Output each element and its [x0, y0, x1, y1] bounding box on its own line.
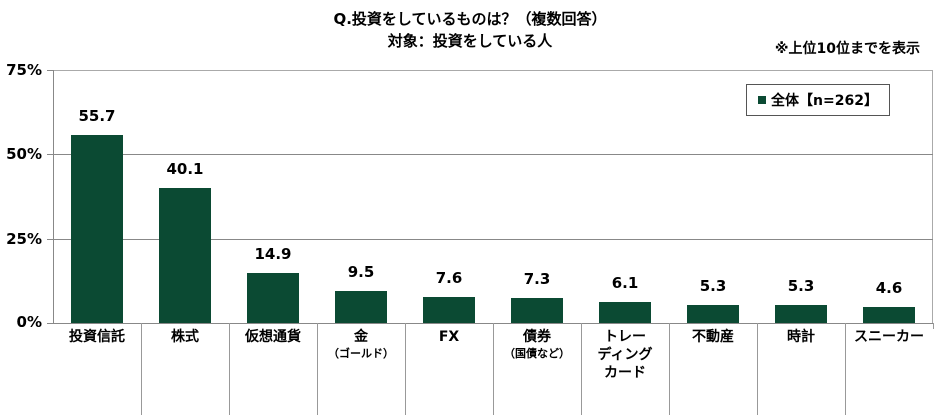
category-label: 投資信託 [53, 328, 141, 346]
bar [511, 298, 563, 323]
bar-value-label: 40.1 [166, 159, 204, 178]
category-separator [405, 323, 406, 415]
y-label-75: 75% [6, 61, 42, 79]
gridline-50 [53, 154, 933, 155]
category-label: 金 （ゴールド） [317, 328, 405, 362]
category-name: 不動産 [692, 329, 734, 345]
bar [775, 305, 827, 323]
bar-value-label: 7.6 [435, 269, 463, 288]
y-label-50: 50% [6, 145, 42, 163]
bar [423, 297, 475, 323]
bar-value-label: 14.9 [254, 244, 292, 263]
y-axis [53, 70, 54, 324]
bar [863, 307, 915, 323]
category-label: FX [405, 328, 493, 346]
bar [335, 290, 387, 323]
chart-title-line1: Q.投資をしているものは？（複数回答） [333, 10, 607, 28]
legend: 全体【n=262】 [746, 84, 890, 116]
category-name: 時計 [787, 329, 815, 345]
category-label: 株式 [141, 328, 229, 346]
category-separator [317, 323, 318, 415]
bar-value-label: 7.3 [523, 270, 551, 289]
y-tick-25 [47, 239, 53, 240]
chart-title-line2: 対象：投資をしている人 [387, 32, 553, 50]
category-separator [933, 323, 934, 329]
category-separator [669, 323, 670, 415]
category-name: スニーカー [854, 329, 924, 345]
top10-note: ※上位10位までを表示 [774, 41, 920, 57]
bar [687, 305, 739, 323]
category-separator [141, 323, 142, 415]
category-separator [845, 323, 846, 415]
bar-value-label: 5.3 [787, 277, 815, 296]
gridline-25 [53, 239, 933, 240]
category-name: 債券 [523, 329, 551, 345]
category-sublabel: （ゴールド） [328, 347, 394, 360]
category-label: トレー ディング カード [581, 328, 669, 382]
category-name: 仮想通貨 [245, 329, 301, 345]
bar-value-label: 9.5 [347, 262, 375, 281]
category-separator [229, 323, 230, 415]
category-label: スニーカー [845, 328, 933, 346]
category-name: 株式 [171, 329, 199, 345]
y-tick-50 [47, 154, 53, 155]
bar [247, 272, 299, 323]
category-label: 不動産 [669, 328, 757, 346]
y-tick-75 [47, 70, 53, 71]
legend-label: 全体【n=262】 [771, 93, 878, 109]
category-sublabel: （国債など） [504, 347, 570, 360]
legend-swatch [758, 96, 767, 104]
bar [159, 187, 211, 323]
bar-value-label: 6.1 [611, 274, 639, 293]
y-tick-0 [47, 323, 53, 324]
y-label-25: 25% [6, 230, 42, 248]
category-name: 投資信託 [69, 329, 125, 345]
bar [599, 302, 651, 323]
category-label: 仮想通貨 [229, 328, 317, 346]
category-separator [581, 323, 582, 415]
y-label-0: 0% [16, 313, 42, 331]
bar-value-label: 5.3 [699, 277, 727, 296]
category-name: トレー ディング カード [597, 329, 653, 381]
bar-value-label: 4.6 [875, 279, 903, 298]
category-separator [493, 323, 494, 415]
category-separator [757, 323, 758, 415]
category-name: 金 [354, 329, 368, 345]
category-label: 時計 [757, 328, 845, 346]
bar [71, 135, 123, 323]
plot-area [53, 70, 933, 324]
bar-value-label: 55.7 [78, 107, 116, 126]
category-name: FX [438, 329, 460, 345]
category-label: 債券 （国債など） [493, 328, 581, 362]
